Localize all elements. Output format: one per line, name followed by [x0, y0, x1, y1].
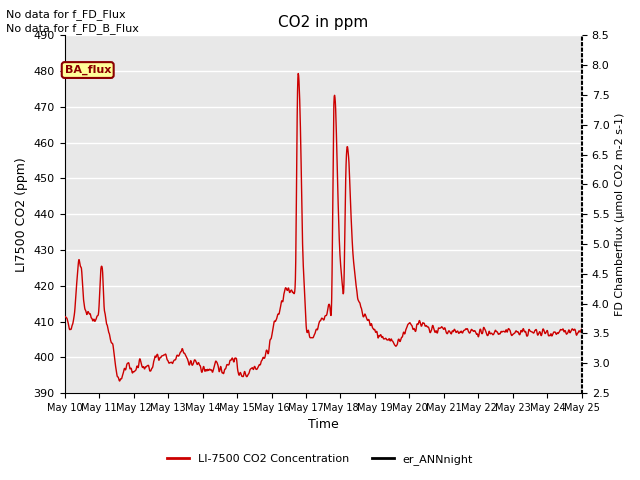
- Text: BA_flux: BA_flux: [65, 65, 111, 75]
- Title: CO2 in ppm: CO2 in ppm: [278, 15, 369, 30]
- Text: No data for f_FD_Flux: No data for f_FD_Flux: [6, 9, 126, 20]
- X-axis label: Time: Time: [308, 419, 339, 432]
- Y-axis label: LI7500 CO2 (ppm): LI7500 CO2 (ppm): [15, 157, 28, 272]
- Text: No data for f_FD_B_Flux: No data for f_FD_B_Flux: [6, 23, 140, 34]
- Y-axis label: FD Chamberflux (μmol CO2 m-2 s-1): FD Chamberflux (μmol CO2 m-2 s-1): [615, 112, 625, 316]
- Legend: LI-7500 CO2 Concentration, er_ANNnight: LI-7500 CO2 Concentration, er_ANNnight: [163, 450, 477, 469]
